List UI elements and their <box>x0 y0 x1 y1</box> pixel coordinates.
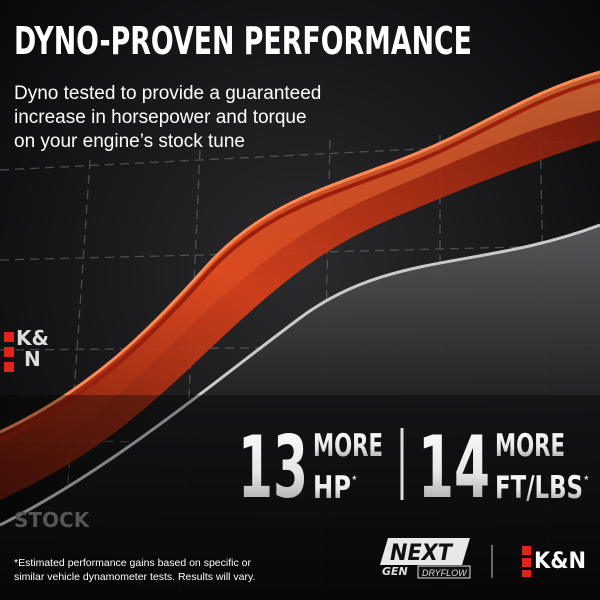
footnote-line: *Estimated performance gains based on sp… <box>14 557 251 569</box>
stock-label: STOCK <box>14 508 91 532</box>
kn-label-top: K& <box>16 326 49 350</box>
brand-logo: K&N <box>522 546 586 577</box>
logo-square <box>4 347 14 357</box>
logo-square <box>4 332 14 342</box>
logo-dryflow: DRYFLOW <box>422 568 468 578</box>
kn-curve-glow <box>0 72 600 470</box>
stat-asterisk: * <box>352 473 357 487</box>
kn-curve-line-2 <box>0 78 600 442</box>
stat-number: 14 <box>418 418 490 518</box>
brand-name: K&N <box>534 549 586 574</box>
nextgen-logo: NEXT GEN DRYFLOW <box>380 538 471 579</box>
stat-unit: HP <box>313 470 351 506</box>
stat-word: MORE <box>495 428 565 464</box>
logo-badge <box>380 538 470 565</box>
logo-square <box>522 546 531 555</box>
subtitle-line: Dyno tested to provide a guaranteed <box>14 83 321 104</box>
stat-asterisk: * <box>584 473 589 487</box>
subtitle-line: increase in horsepower and torque <box>14 107 307 128</box>
logo-square <box>522 570 531 577</box>
logo-square <box>522 558 531 567</box>
stat-unit: FT/LBS <box>495 470 583 506</box>
stock-curve-fill <box>0 225 600 600</box>
kn-curve-band <box>0 72 600 500</box>
logo-dryflow-box <box>417 565 471 579</box>
kn-curve-line <box>0 70 600 434</box>
kn-label: K& N <box>4 326 49 372</box>
stat-number: 13 <box>238 418 308 518</box>
shade <box>0 395 600 600</box>
stock-curve-line <box>0 223 600 527</box>
kn-label-bottom: N <box>24 347 41 371</box>
logo-square <box>4 362 14 372</box>
subtitle-line: on your engine’s stock tune <box>14 131 245 152</box>
logo-next: NEXT <box>390 541 454 566</box>
logo-gen: GEN <box>382 565 408 578</box>
stat-word: MORE <box>313 428 383 464</box>
title: DYNO-PROVEN PERFORMANCE <box>14 19 472 63</box>
footnote-line: similar vehicle dynamometer tests. Resul… <box>14 571 255 583</box>
